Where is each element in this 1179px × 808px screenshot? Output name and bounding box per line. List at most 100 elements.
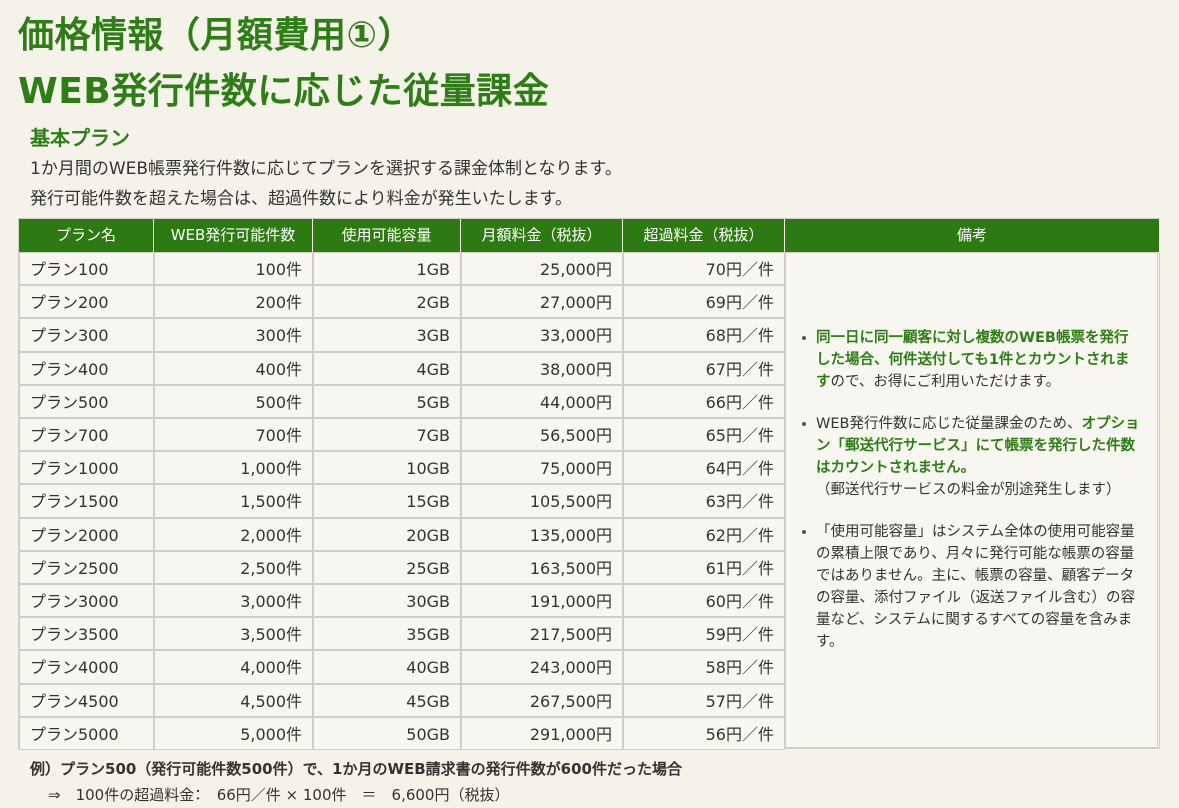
remarks-cell: 同一日に同一顧客に対し複数のWEB帳票を発行した場合、何件送付しても1件とカウン… [785, 252, 1158, 748]
table-cell: プラン3000 [19, 584, 154, 618]
table-cell: 400件 [154, 351, 313, 385]
table-cell: 59円／件 [623, 617, 785, 651]
table-cell: 38,000円 [461, 351, 623, 385]
table-cell: 105,500円 [461, 484, 623, 518]
table-cell: 57円／件 [623, 683, 785, 717]
bullet [802, 336, 806, 340]
table-cell: 135,000円 [461, 517, 623, 551]
section-title: 基本プラン [30, 126, 130, 150]
table-cell: 217,500円 [461, 617, 623, 651]
table-cell: 500件 [154, 384, 313, 418]
table-cell: 700件 [154, 418, 313, 452]
table-cell: 163,500円 [461, 550, 623, 584]
table-cell: 20GB [313, 517, 461, 551]
remark-text: （郵送代行サービスの料金が別途発生します） [816, 482, 1121, 498]
table-cell: 56,500円 [461, 418, 623, 452]
table-cell: プラン200 [19, 285, 154, 319]
remark-note: 「使用可能容量」はシステム全体の使用可能容量の累積上限であり、月々に発行可能な帳… [796, 521, 1141, 653]
table-cell: 100件 [154, 252, 313, 286]
table-cell: 25,000円 [461, 252, 623, 286]
table-cell: 1,000件 [154, 451, 313, 485]
table-cell: 65円／件 [623, 418, 785, 452]
table-cell: 1GB [313, 252, 461, 286]
table-cell: 75,000円 [461, 451, 623, 485]
table-cell: 3,000件 [154, 584, 313, 618]
table-cell: プラン500 [19, 384, 154, 418]
remarks: 同一日に同一顧客に対し複数のWEB帳票を発行した場合、何件送付しても1件とカウン… [796, 327, 1141, 673]
table-cell: 4GB [313, 351, 461, 385]
table-cell: 2,500件 [154, 550, 313, 584]
column-header: 備考 [785, 219, 1160, 252]
table-cell: 2,000件 [154, 517, 313, 551]
table-cell: 27,000円 [461, 285, 623, 319]
table-cell: 45GB [313, 683, 461, 717]
table-cell: 7GB [313, 418, 461, 452]
table-cell: 4,000件 [154, 650, 313, 684]
table-cell: 35GB [313, 617, 461, 651]
table-cell: 63円／件 [623, 484, 785, 518]
price-table: プラン名 WEB発行可能件数 使用可能容量 月額料金（税抜） 超過料金（税抜） 備考 プラン… [18, 218, 1160, 750]
bullet [802, 422, 806, 426]
remark-text: WEB発行件数に応じた従量課金のため、 [816, 416, 1082, 432]
table-cell: 243,000円 [461, 650, 623, 684]
table-cell: 4,500件 [154, 683, 313, 717]
table-cell: 2GB [313, 285, 461, 319]
table-cell: プラン4500 [19, 683, 154, 717]
table-cell: プラン1000 [19, 451, 154, 485]
table-cell: 44,000円 [461, 384, 623, 418]
bullet [802, 530, 806, 534]
table-cell: プラン1500 [19, 484, 154, 518]
section-text: 発行可能件数を超えた場合は、超過件数により料金が発生いたします。 [30, 189, 572, 209]
example-text: ⇒ 100件の超過料金： 66円／件 × 100件 ＝ 6,600円（税抜） [48, 786, 510, 804]
remark-text: 同一日に同一顧客に対し複数のWEB帳票を発行した場合、何件送付しても1件とカウン… [816, 330, 1130, 390]
table-cell: 62円／件 [623, 517, 785, 551]
table-cell: 50GB [313, 716, 461, 750]
section-text: 1か月間のWEB帳票発行件数に応じてプランを選択する課金体制となります。 [30, 159, 622, 179]
table-cell: 30GB [313, 584, 461, 618]
table-cell: プラン4000 [19, 650, 154, 684]
table-cell: 300件 [154, 318, 313, 352]
table-cell: プラン2000 [19, 517, 154, 551]
table-cell: プラン300 [19, 318, 154, 352]
remark-text: 「使用可能容量」はシステム全体の使用可能容量の累積上限であり、月々に発行可能な帳… [816, 524, 1135, 650]
table-cell: 15GB [313, 484, 461, 518]
table-cell: 1,500件 [154, 484, 313, 518]
table-cell: 40GB [313, 650, 461, 684]
table-cell: 68円／件 [623, 318, 785, 352]
table-cell: 33,000円 [461, 318, 623, 352]
remark-text: ので、お得にご利用いただけます。 [830, 374, 1061, 390]
remark-text: オプション「郵送代行サービス」にて帳票を発行した件数はカウントされません。 [816, 416, 1140, 476]
remark-note: 同一日に同一顧客に対し複数のWEB帳票を発行した場合、何件送付しても1件とカウン… [796, 327, 1141, 393]
table-cell: 67円／件 [623, 351, 785, 385]
example-text: 例）プラン500（発行可能件数500件）で、1か月のWEB請求書の発行件数が60… [30, 760, 682, 778]
table-cell: 5,000件 [154, 716, 313, 750]
table-cell: プラン3500 [19, 617, 154, 651]
table-cell: 66円／件 [623, 384, 785, 418]
table-cell: 191,000円 [461, 584, 623, 618]
title: WEB発行件数に応じた従量課金 [18, 71, 550, 112]
column-header: 超過料金（税抜） [623, 219, 785, 252]
table-cell: プラン2500 [19, 550, 154, 584]
column-header: プラン名 [19, 219, 154, 252]
title: 価格情報（月額費用①） [18, 15, 414, 56]
table-cell: 56円／件 [623, 716, 785, 750]
table-cell: 60円／件 [623, 584, 785, 618]
table-cell: 3GB [313, 318, 461, 352]
column-header: 使用可能容量 [313, 219, 461, 252]
table-cell: 69円／件 [623, 285, 785, 319]
column-header: 月額料金（税抜） [461, 219, 623, 252]
table-cell: 61円／件 [623, 550, 785, 584]
remark-note: WEB発行件数に応じた従量課金のため、オプション「郵送代行サービス」にて帳票を発… [796, 413, 1141, 501]
table-cell: 25GB [313, 550, 461, 584]
table-cell: プラン5000 [19, 716, 154, 750]
table-cell: 64円／件 [623, 451, 785, 485]
table-cell: 200件 [154, 285, 313, 319]
table-cell: プラン700 [19, 418, 154, 452]
table-cell: 5GB [313, 384, 461, 418]
table-cell: プラン400 [19, 351, 154, 385]
table-cell: プラン100 [19, 252, 154, 286]
table-cell: 3,500件 [154, 617, 313, 651]
table-cell: 267,500円 [461, 683, 623, 717]
table-cell: 58円／件 [623, 650, 785, 684]
